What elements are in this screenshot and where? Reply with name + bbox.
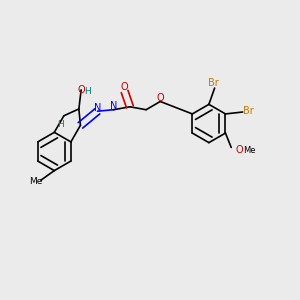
Text: H: H (58, 119, 64, 128)
Text: N: N (110, 101, 117, 111)
Text: Me: Me (243, 146, 256, 155)
Text: O: O (121, 82, 128, 92)
Text: Me: Me (29, 177, 42, 186)
Text: H: H (84, 87, 91, 96)
Text: N: N (94, 103, 101, 113)
Text: O: O (77, 85, 85, 95)
Text: O: O (236, 146, 243, 155)
Text: Br: Br (208, 78, 218, 88)
Text: Br: Br (243, 106, 254, 116)
Text: O: O (156, 93, 164, 103)
